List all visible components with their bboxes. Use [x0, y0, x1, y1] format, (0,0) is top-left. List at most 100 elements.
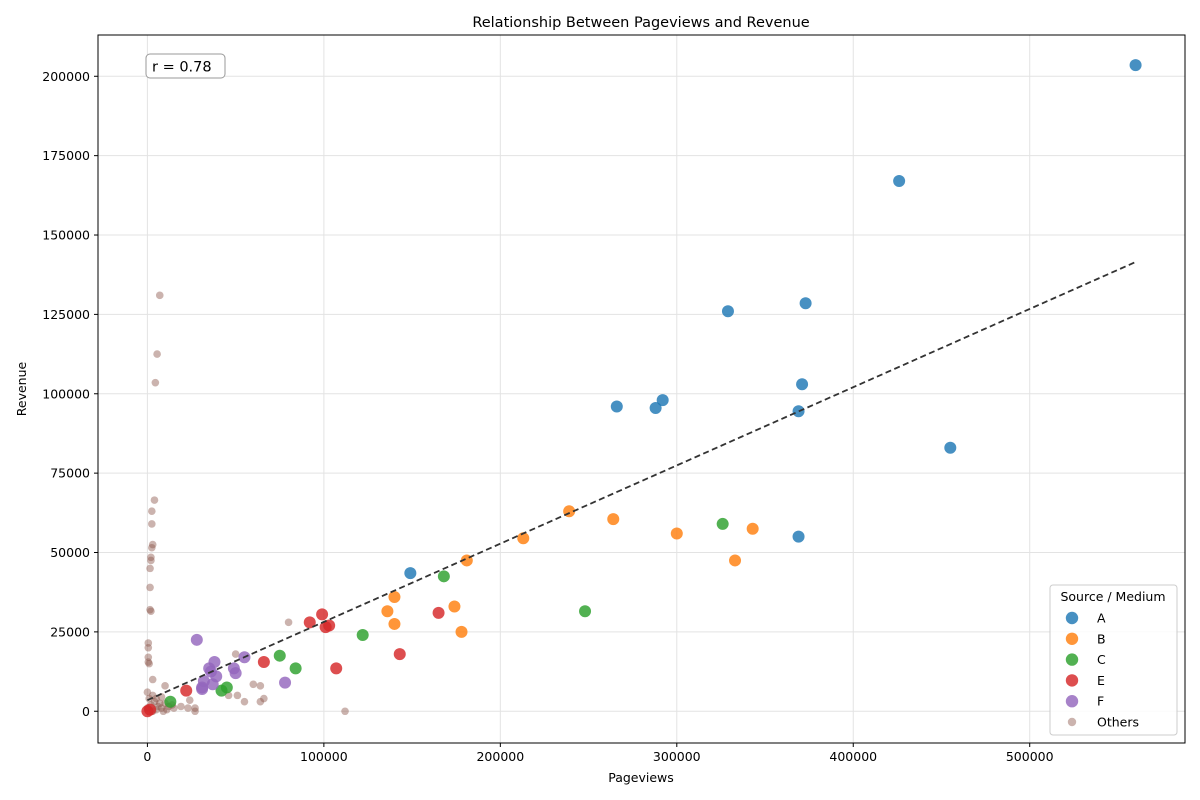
data-point-others: [144, 658, 153, 666]
data-point-b: [388, 590, 401, 603]
legend-title: Source / Medium: [1060, 589, 1165, 604]
legend-label-b: B: [1097, 631, 1106, 646]
data-point-others: [157, 704, 166, 712]
correlation-annotation: r = 0.78: [145, 53, 226, 79]
data-point-a: [721, 305, 734, 318]
data-point-others: [150, 496, 159, 504]
data-point-a: [1129, 59, 1142, 72]
data-point-others: [148, 543, 156, 552]
data-point-others: [144, 639, 153, 647]
data-point-others: [147, 607, 155, 616]
data-point-others: [154, 702, 162, 711]
data-point-e: [316, 608, 329, 621]
data-point-others: [341, 707, 349, 716]
data-point-others: [147, 553, 155, 562]
legend-marker-c: [1065, 653, 1079, 666]
axis-ticks: 0 100000 200000 300000 400000 500000 0 25000 500…: [42, 69, 1053, 764]
data-point-others: [233, 691, 242, 700]
data-point-others: [144, 643, 153, 652]
data-point-others: [151, 378, 160, 387]
data-point-others: [143, 688, 152, 697]
data-point-b: [517, 532, 530, 545]
data-point-others: [260, 694, 268, 703]
data-point-c: [273, 649, 286, 662]
legend-label-f: F: [1097, 694, 1104, 709]
data-point-c: [579, 605, 592, 618]
data-point-others: [152, 694, 161, 703]
data-point-f: [279, 676, 292, 689]
legend-label-c: C: [1097, 652, 1106, 667]
data-point-b: [388, 617, 401, 630]
data-point-a: [792, 530, 805, 543]
data-point-a: [893, 175, 906, 188]
data-point-others: [145, 659, 153, 668]
data-point-b: [670, 527, 683, 540]
data-point-e: [319, 621, 332, 634]
y-axis-label: Revenue: [14, 361, 29, 416]
data-point-others: [161, 682, 169, 690]
data-point-e: [393, 648, 406, 661]
annotation-box: [145, 53, 226, 79]
data-point-e: [303, 616, 316, 629]
x-tick-label: 500000: [1006, 749, 1054, 764]
data-point-e: [330, 662, 343, 675]
plot-frame: [97, 34, 1186, 744]
legend-marker-a: [1065, 611, 1079, 625]
data-point-others: [256, 697, 265, 706]
data-point-others: [256, 682, 265, 690]
data-point-e: [432, 606, 445, 619]
data-point-c: [164, 695, 177, 708]
data-points: [141, 59, 1142, 718]
data-point-others: [148, 540, 157, 549]
y-tick-label: 0: [82, 704, 90, 719]
data-point-others: [163, 705, 171, 714]
data-point-others: [231, 650, 240, 658]
data-point-others: [144, 653, 153, 662]
data-point-b: [607, 513, 620, 526]
data-point-others: [177, 702, 185, 711]
data-point-c: [437, 570, 450, 583]
data-point-others: [184, 704, 192, 712]
legend-marker-b: [1065, 632, 1079, 645]
data-point-b: [455, 625, 468, 638]
y-tick-label: 175000: [42, 148, 90, 163]
data-point-others: [159, 707, 168, 716]
y-tick-label: 200000: [42, 69, 90, 84]
data-point-b: [729, 554, 742, 567]
data-point-others: [148, 520, 156, 528]
data-point-others: [148, 675, 157, 684]
data-point-b: [381, 605, 394, 618]
data-point-f: [206, 678, 219, 691]
legend-label-e: E: [1097, 673, 1105, 688]
data-point-b: [746, 522, 759, 535]
grid-lines: [98, 35, 1185, 743]
data-point-a: [944, 441, 957, 454]
data-point-e: [257, 656, 270, 669]
data-point-a: [656, 394, 669, 407]
data-point-e: [144, 703, 157, 716]
legend-label-others: Others: [1097, 715, 1139, 730]
x-axis-label: Pageviews: [608, 770, 674, 785]
x-tick-label: 300000: [653, 749, 701, 764]
data-point-c: [289, 662, 302, 675]
data-point-a: [796, 378, 809, 391]
x-tick-label: 100000: [300, 749, 348, 764]
data-point-others: [148, 507, 156, 516]
annotation-text: r = 0.78: [152, 60, 212, 76]
data-point-b: [448, 600, 461, 613]
y-tick-label: 100000: [42, 386, 90, 401]
chart-title: Relationship Between Pageviews and Reven…: [472, 15, 809, 31]
data-point-others: [240, 697, 249, 706]
y-tick-label: 75000: [50, 466, 90, 481]
data-point-a: [610, 400, 623, 413]
legend-marker-e: [1065, 674, 1079, 687]
data-point-f: [196, 683, 209, 696]
data-point-others: [146, 583, 154, 592]
data-point-others: [155, 291, 164, 300]
data-point-others: [146, 605, 154, 614]
x-tick-label: 0: [143, 749, 151, 764]
data-point-others: [150, 697, 159, 706]
data-point-others: [155, 699, 164, 708]
data-point-others: [249, 680, 258, 689]
